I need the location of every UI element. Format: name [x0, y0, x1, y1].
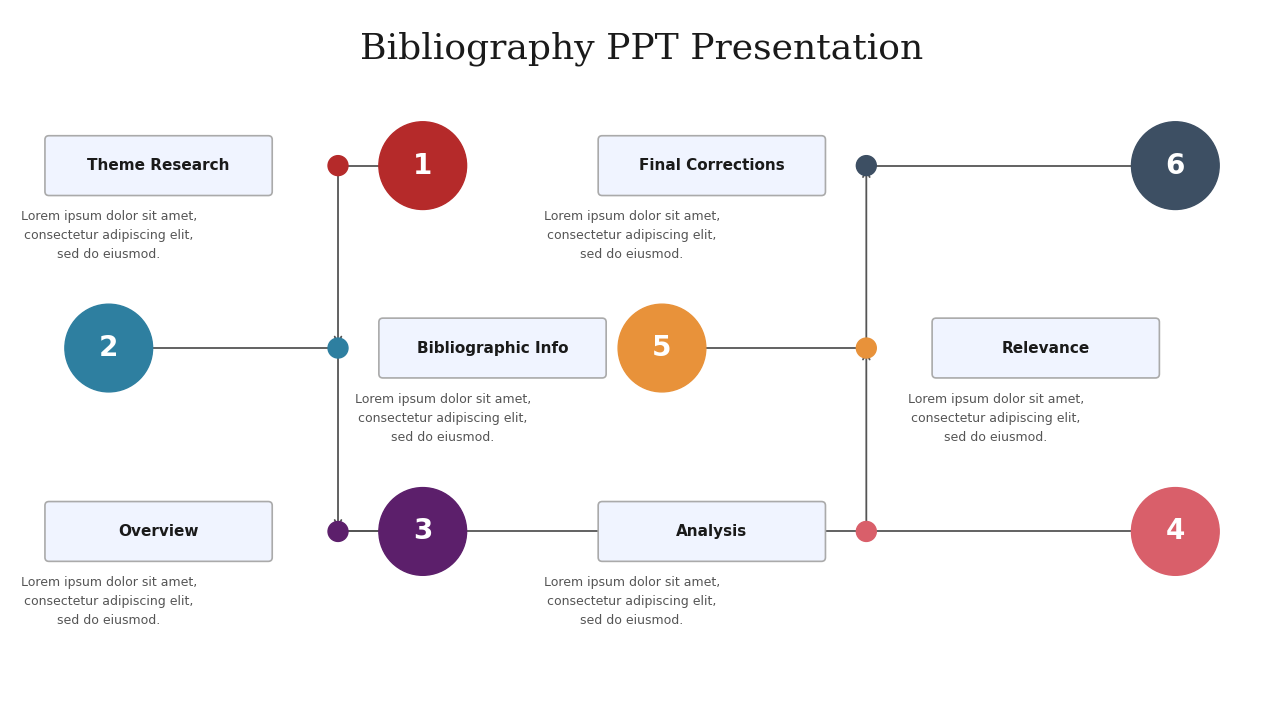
Circle shape [65, 304, 152, 392]
FancyBboxPatch shape [598, 502, 826, 562]
Text: Theme Research: Theme Research [87, 158, 230, 173]
Circle shape [618, 304, 705, 392]
Text: Final Corrections: Final Corrections [639, 158, 785, 173]
FancyBboxPatch shape [932, 318, 1160, 378]
Circle shape [856, 521, 877, 541]
Circle shape [1132, 487, 1219, 575]
Text: Lorem ipsum dolor sit amet,
consectetur adipiscing elit,
sed do eiusmod.: Lorem ipsum dolor sit amet, consectetur … [355, 393, 531, 444]
Text: Lorem ipsum dolor sit amet,
consectetur adipiscing elit,
sed do eiusmod.: Lorem ipsum dolor sit amet, consectetur … [544, 210, 721, 261]
Text: Bibliographic Info: Bibliographic Info [417, 341, 568, 356]
Text: 4: 4 [1166, 518, 1185, 546]
Text: Relevance: Relevance [1002, 341, 1089, 356]
Text: Bibliography PPT Presentation: Bibliography PPT Presentation [361, 32, 924, 66]
Text: Lorem ipsum dolor sit amet,
consectetur adipiscing elit,
sed do eiusmod.: Lorem ipsum dolor sit amet, consectetur … [20, 576, 197, 627]
Text: 5: 5 [653, 334, 672, 362]
Text: Lorem ipsum dolor sit amet,
consectetur adipiscing elit,
sed do eiusmod.: Lorem ipsum dolor sit amet, consectetur … [544, 576, 721, 627]
FancyBboxPatch shape [598, 135, 826, 196]
Circle shape [328, 338, 348, 358]
Text: 2: 2 [99, 334, 119, 362]
Circle shape [856, 156, 877, 176]
FancyBboxPatch shape [45, 502, 273, 562]
Text: 6: 6 [1166, 152, 1185, 179]
Circle shape [379, 122, 467, 210]
Circle shape [856, 338, 877, 358]
Circle shape [328, 521, 348, 541]
FancyBboxPatch shape [45, 135, 273, 196]
Circle shape [328, 156, 348, 176]
Circle shape [1132, 122, 1219, 210]
Circle shape [379, 487, 467, 575]
Text: Analysis: Analysis [676, 524, 748, 539]
Text: Lorem ipsum dolor sit amet,
consectetur adipiscing elit,
sed do eiusmod.: Lorem ipsum dolor sit amet, consectetur … [20, 210, 197, 261]
Text: Lorem ipsum dolor sit amet,
consectetur adipiscing elit,
sed do eiusmod.: Lorem ipsum dolor sit amet, consectetur … [908, 393, 1084, 444]
Text: Overview: Overview [118, 524, 198, 539]
Text: 1: 1 [413, 152, 433, 179]
FancyBboxPatch shape [379, 318, 607, 378]
Text: 3: 3 [413, 518, 433, 546]
